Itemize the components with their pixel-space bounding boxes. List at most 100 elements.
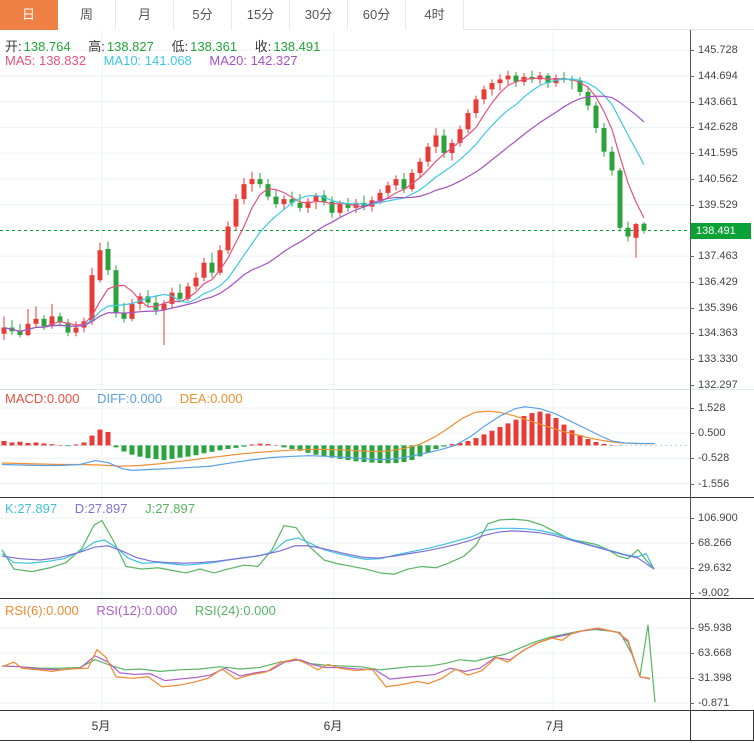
rsi24-label: RSI(24): — [194, 603, 244, 618]
close-pair: 收: 138.491 — [255, 39, 321, 54]
ma5-label: MA5: — [5, 53, 36, 68]
axis-tick-label: 137.463 — [698, 250, 738, 263]
axis-tick-label: 95.938 — [698, 622, 732, 634]
macd-info-bar: MACD:0.000 DIFF:0.000 DEA:0.000 — [5, 391, 257, 406]
tab-day[interactable]: 日 — [0, 0, 58, 30]
axis-tick-mark — [690, 483, 694, 485]
macd-value: MACD:0.000 — [5, 391, 79, 406]
low-value: 138.361 — [190, 39, 238, 54]
axis-tick-label: 29.632 — [698, 562, 732, 574]
axis-tick-mark — [690, 307, 694, 309]
k-number: 27.897 — [17, 501, 58, 516]
tab-week[interactable]: 周 — [58, 0, 116, 30]
rsi12-label: RSI(12): — [96, 603, 145, 618]
tab-60min[interactable]: 60分 — [348, 0, 406, 30]
k-value: K:27.897 — [5, 501, 57, 516]
axis-tick-label: 63.668 — [698, 647, 732, 659]
tab-5min[interactable]: 5分 — [174, 0, 232, 30]
tab-month[interactable]: 月 — [116, 0, 174, 30]
ma5-value: MA5: 138.832 — [5, 53, 86, 68]
ma20-label: MA20: — [209, 53, 247, 68]
ma10-number: 141.068 — [144, 53, 192, 68]
tab-4hour[interactable]: 4时 — [406, 0, 464, 30]
axis-tick-label: 133.330 — [698, 353, 738, 366]
d-label: D: — [74, 501, 88, 516]
panel-divider-kdj — [0, 497, 754, 498]
x-axis-month-label: 6月 — [323, 719, 343, 733]
diff-value: DIFF:0.000 — [97, 391, 162, 406]
axis-tick-label: 145.728 — [698, 44, 738, 56]
kdj-info-bar: K:27.897 D:27.897 J:27.897 — [5, 501, 209, 516]
tab-15min[interactable]: 15分 — [232, 0, 290, 30]
axis-tick-mark — [690, 101, 694, 103]
tab-30min[interactable]: 30分 — [290, 0, 348, 30]
axis-tick-label: 135.396 — [698, 301, 738, 314]
axis-tick-label: 134.363 — [698, 327, 738, 340]
axis-tick-label: 142.628 — [698, 121, 738, 134]
axis-tick-label: -9.002 — [698, 587, 730, 599]
panel-divider-rsi — [0, 598, 754, 599]
axis-tick-mark — [690, 433, 694, 435]
ma20-value: MA20: 142.327 — [209, 53, 297, 68]
axis-tick-mark — [690, 458, 694, 460]
axis-tick-mark — [690, 256, 694, 258]
j-label: J: — [145, 501, 156, 516]
axis-corner-box — [690, 710, 754, 741]
axis-tick-mark — [690, 678, 694, 679]
rsi24-value: RSI(24):0.000 — [195, 603, 276, 618]
x-axis-labels: 5月 6月 7月 — [0, 711, 754, 740]
axis-tick-mark — [690, 568, 694, 569]
axis-tick-mark — [690, 593, 694, 594]
axis-tick-mark — [690, 127, 694, 129]
axis-tick-label: 1.528 — [698, 402, 726, 414]
close-label: 收: — [254, 39, 272, 54]
axis-tick-mark — [690, 204, 694, 206]
ma5-number: 138.832 — [38, 53, 86, 68]
price-axis: 145.728 144.694 143.661 142.628 141.595 140.5… — [690, 30, 754, 710]
axis-tick-label: 140.562 — [698, 172, 738, 185]
open-label: 开: — [5, 39, 22, 54]
diff-number: 0.000 — [129, 391, 163, 406]
rsi12-number: 0.000 — [144, 603, 178, 618]
dea-value: DEA:0.000 — [180, 391, 243, 406]
axis-tick-label: -0.528 — [698, 452, 730, 465]
rsi6-label: RSI(6): — [5, 603, 47, 618]
axis-tick-label: 106.900 — [698, 512, 738, 524]
axis-tick-mark — [690, 75, 694, 77]
axis-tick-label: 143.661 — [698, 95, 738, 108]
axis-tick-label: 144.694 — [698, 69, 738, 82]
axis-tick-mark — [690, 153, 694, 155]
axis-tick-mark — [690, 281, 694, 283]
ma10-value: MA10: 141.068 — [104, 53, 192, 68]
axis-tick-label: 132.297 — [698, 379, 738, 391]
axis-tick-mark — [690, 518, 694, 519]
ma20-number: 142.327 — [250, 53, 298, 68]
x-axis-month-label: 7月 — [545, 719, 565, 733]
diff-label: DIFF: — [97, 391, 130, 406]
d-value: D:27.897 — [75, 501, 128, 516]
d-number: 27.897 — [87, 501, 128, 516]
close-value: 138.491 — [273, 39, 321, 54]
low-pair: 低: 138.361 — [172, 39, 238, 54]
rsi6-number: 0.000 — [46, 603, 79, 618]
dea-number: 0.000 — [210, 391, 243, 406]
high-label: 高: — [88, 39, 105, 54]
dea-label: DEA: — [179, 391, 211, 406]
axis-tick-mark — [690, 333, 694, 335]
axis-tick-label: 0.500 — [698, 427, 726, 440]
high-value: 138.827 — [106, 39, 154, 54]
x-axis-top-line — [0, 710, 754, 711]
axis-tick-label: -0.871 — [698, 697, 730, 709]
axis-tick-label: 141.595 — [698, 147, 738, 160]
axis-tick-mark — [690, 703, 694, 704]
axis-tick-mark — [690, 408, 694, 409]
current-price-badge: 138.491 — [691, 222, 751, 239]
axis-tick-mark — [690, 653, 694, 654]
high-pair: 高: 138.827 — [88, 39, 154, 54]
open-value: 138.764 — [23, 39, 71, 54]
ma-info-bar: MA5: 138.832 MA10: 141.068 MA20: 142.327 — [5, 53, 312, 68]
axis-border-line — [690, 30, 691, 711]
axis-tick-mark — [690, 543, 694, 544]
